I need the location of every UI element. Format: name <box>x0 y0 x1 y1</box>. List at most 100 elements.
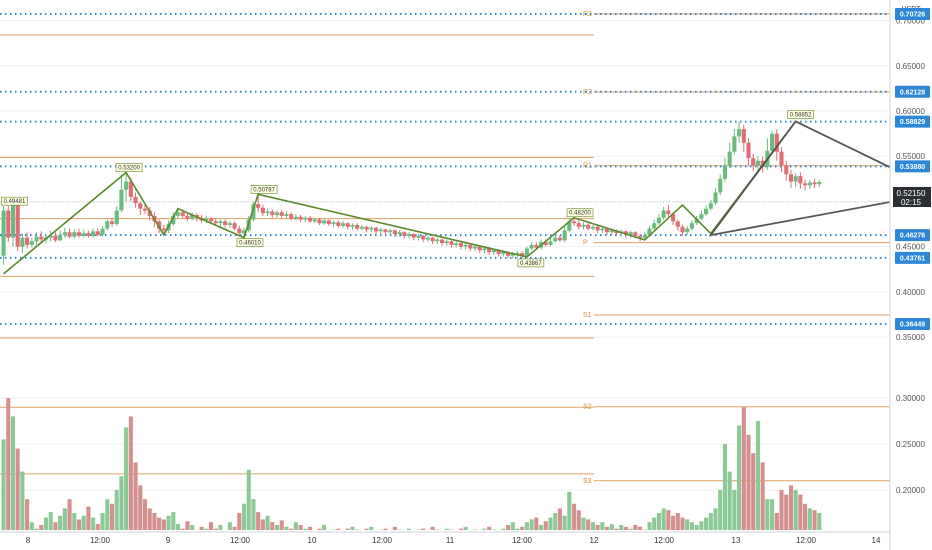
candle-body <box>58 234 63 241</box>
candle-body <box>708 203 713 209</box>
candle-body <box>241 230 247 234</box>
volume-bar <box>807 508 812 530</box>
candle-body <box>95 231 100 235</box>
candle-body <box>227 223 232 225</box>
volume-bar <box>6 398 11 530</box>
candle <box>312 217 317 224</box>
volume-bar <box>152 513 157 530</box>
volume-bar <box>572 503 577 530</box>
price-tick-3: 0.55000 <box>896 152 925 161</box>
candle-body <box>638 235 643 238</box>
annotation-box-2 <box>250 185 278 194</box>
candle-body <box>303 217 308 220</box>
volume-bar <box>656 513 661 530</box>
volume-bar <box>515 528 520 530</box>
candle <box>25 232 30 249</box>
volume-bar <box>803 503 808 530</box>
candle <box>138 201 143 216</box>
candle-body <box>260 207 265 214</box>
volume-bar <box>15 448 20 530</box>
candle <box>340 221 346 228</box>
candle <box>524 246 529 257</box>
candle-body <box>482 248 487 251</box>
candle <box>91 228 96 238</box>
key-level-tag-bg-0 <box>895 8 930 21</box>
candle-body <box>685 228 690 233</box>
candle <box>124 172 129 202</box>
volume-bar <box>609 524 614 530</box>
candle <box>770 130 775 154</box>
gridlines <box>0 20 890 491</box>
candle-body <box>548 241 553 245</box>
candle-body <box>416 235 421 238</box>
candle-body <box>1 210 6 256</box>
candle-body <box>671 214 676 222</box>
volume-bar <box>562 515 567 530</box>
price-tick-5: 0.45000 <box>896 243 925 252</box>
volume-bar <box>124 427 129 530</box>
candle <box>468 243 473 252</box>
candle-body <box>454 243 459 245</box>
volume-bar <box>95 524 100 530</box>
candle-body <box>694 218 699 224</box>
candle-body <box>473 246 478 249</box>
volume-bar <box>581 517 586 530</box>
candle-body <box>449 241 454 245</box>
candle-body <box>355 224 360 229</box>
candle <box>699 210 704 221</box>
candle-body <box>232 223 237 229</box>
volume-bar <box>680 517 685 530</box>
price-tick-7: 0.35000 <box>896 333 925 342</box>
volume-bar <box>675 513 680 530</box>
volume-bar <box>510 522 515 530</box>
candle <box>421 234 426 243</box>
candle-body <box>713 192 718 204</box>
price-annotations: 0.49481 0.53200 0.50787 0.46010 0.48200 0.438… <box>1 110 814 268</box>
volume-bar <box>421 528 426 530</box>
candle-body <box>25 237 30 245</box>
volume-bar <box>307 526 313 530</box>
annotation-box-6 <box>787 110 814 119</box>
volume-bar <box>812 510 817 530</box>
candle-body <box>138 203 143 209</box>
candle <box>553 234 558 244</box>
key-level-tag-1: 0.62128 <box>900 89 925 96</box>
key-level-tag-bg-4 <box>895 229 930 242</box>
candle <box>359 224 364 231</box>
candle-body <box>812 182 817 185</box>
candle <box>237 225 242 236</box>
volume-bar <box>722 444 727 530</box>
key-level-tag-6: 0.36449 <box>900 322 925 329</box>
volume-bar <box>317 528 322 530</box>
volume-bar <box>43 517 49 530</box>
candle-body <box>515 253 520 255</box>
candle <box>656 214 661 225</box>
candle <box>10 199 16 247</box>
candle <box>119 174 124 213</box>
volume-bar <box>256 512 261 530</box>
annotation-label-2: 0.50787 <box>253 187 275 193</box>
candle-body <box>218 221 223 224</box>
candle-body <box>779 151 784 166</box>
candle <box>185 213 190 222</box>
volume-bar <box>58 515 63 530</box>
volume-bar <box>142 499 148 530</box>
volume-bar <box>260 519 265 530</box>
volume-bar <box>652 517 657 530</box>
candle-body <box>458 243 463 247</box>
candle-body <box>298 216 303 220</box>
candle-body <box>279 212 284 216</box>
volume-bar <box>595 524 600 530</box>
volume-bar <box>34 528 39 530</box>
candle-body <box>784 165 789 175</box>
current-price-tag-bg <box>893 187 931 207</box>
candle <box>439 238 445 246</box>
volume-bar <box>91 517 96 530</box>
volume-bar <box>336 528 341 530</box>
current-price-tag: 0.52150 02:15 <box>893 187 931 207</box>
key-level-tag-bg-6 <box>895 318 930 331</box>
candle <box>793 173 798 187</box>
volume-bar <box>732 490 737 530</box>
